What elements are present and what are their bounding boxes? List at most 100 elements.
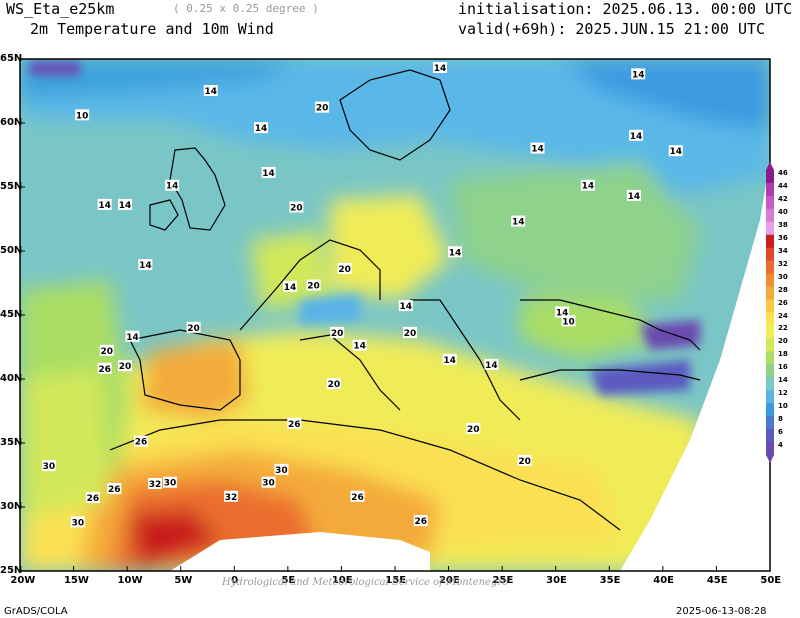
lon-label: 50E	[760, 575, 782, 586]
contour-label-text: 14	[582, 182, 595, 192]
colorbar-swatch	[766, 260, 774, 275]
contour-label-text: 14	[119, 201, 132, 211]
lon-label: 20E	[438, 575, 460, 586]
colorbar-swatch	[766, 195, 774, 210]
contour-label: 14	[668, 145, 683, 157]
contour-label-text: 26	[98, 365, 111, 375]
lat-label: 50N	[0, 245, 23, 256]
lon-label: 25E	[492, 575, 514, 586]
contour-label-text: 14	[434, 64, 447, 74]
contour-label: 20	[326, 378, 341, 390]
colorbar-swatch	[766, 416, 774, 430]
lat-label: 55N	[0, 181, 23, 192]
contour-label: 32	[224, 490, 239, 503]
contour-label-text: 20	[331, 329, 344, 339]
lat-label: 35N	[0, 437, 23, 448]
contour-label-text: 20	[404, 329, 417, 339]
lon-label: 35E	[599, 575, 621, 586]
colorbar-level: 24	[778, 311, 788, 320]
contour-label-text: 20	[518, 457, 531, 467]
lon-label: 20W	[10, 575, 36, 586]
contour-label-text: 14	[126, 333, 139, 343]
contour-label-text: 32	[225, 493, 238, 503]
contour-label: 14	[484, 358, 499, 371]
colorbar-swatch	[766, 442, 774, 456]
contour-label: 20	[186, 321, 201, 334]
contour-label: 20	[466, 422, 481, 435]
contour-label-text: 14	[399, 302, 412, 312]
colorbar-swatch	[766, 351, 774, 365]
contour-label: 14	[97, 198, 112, 211]
contour-label: 20	[118, 360, 132, 372]
contour-label-text: 30	[43, 462, 56, 472]
contour-label-text: 14	[255, 124, 268, 134]
colorbar-swatch	[766, 312, 774, 326]
colorbar-level: 30	[778, 272, 788, 281]
contour-label: 30	[274, 463, 289, 476]
footer-left: GrADS/COLA	[4, 606, 68, 617]
contour-label-text: 10	[562, 317, 575, 327]
lon-label: 10W	[117, 575, 143, 586]
contour-label: 30	[261, 476, 276, 489]
lon-label: 30E	[546, 575, 567, 586]
colorbar-swatch	[766, 182, 774, 197]
colorbar-level: 14	[778, 376, 788, 385]
contour-label: 30	[41, 460, 56, 472]
contour-label-text: 20	[328, 380, 341, 390]
colorbar-swatch	[766, 338, 774, 352]
field-layer	[20, 59, 770, 571]
axis-ticks	[19, 58, 771, 572]
colorbar-level: 44	[778, 181, 788, 190]
contour-label-text: 14	[628, 192, 641, 202]
contour-label: 20	[517, 454, 532, 467]
contour-label-text: 14	[556, 308, 569, 318]
contour-label: 20	[337, 262, 352, 275]
lat-label: 45N	[0, 309, 23, 320]
contour-label-text: 32	[149, 480, 162, 490]
contour-label: 30	[163, 476, 177, 489]
contour-label: 26	[134, 435, 149, 448]
colorbar-level: 36	[778, 233, 788, 242]
colorbar-level: 46	[778, 169, 788, 177]
contour-label: 14	[352, 339, 367, 352]
contour-label-text: 30	[275, 466, 288, 476]
lat-label: 40N	[0, 373, 23, 384]
contour-label: 14	[433, 61, 447, 74]
colorbar-level: 26	[778, 298, 788, 307]
colorbar-swatch	[766, 234, 774, 249]
colorbar-level: 22	[778, 324, 788, 333]
colorbar-swatch	[766, 208, 774, 223]
contour-label-text: 14	[632, 70, 645, 80]
contour-label: 14	[398, 300, 413, 312]
initialisation-time: initialisation: 2025.06.13. 00:00 UTC	[458, 0, 793, 18]
colorbar-level: 16	[778, 363, 788, 372]
colorbar-swatch	[766, 286, 774, 301]
model-name: WS_Eta_e25km	[6, 0, 115, 18]
colorbar-swatch	[766, 390, 774, 404]
contour-label: 14	[511, 215, 526, 228]
contour-label: 14	[530, 142, 545, 155]
contour-label: 20	[289, 201, 304, 213]
contour-label-text: 20	[316, 104, 329, 114]
contour-label: 14	[125, 330, 140, 343]
lon-label: 40E	[653, 575, 674, 586]
footer-right: 2025-06-13-08:28	[676, 606, 767, 617]
contour-label: 26	[85, 492, 100, 504]
contour-label-text: 30	[72, 518, 85, 528]
contour-label: 20	[403, 326, 417, 339]
contour-label: 14	[442, 353, 457, 366]
colorbar-swatch	[766, 325, 774, 339]
contour-label-text: 14	[485, 361, 498, 371]
contour-label: 14	[261, 166, 276, 179]
contour-label-text: 20	[187, 324, 200, 334]
colorbar-swatch	[766, 429, 774, 443]
colorbar-level: 38	[778, 220, 788, 229]
contour-label-text: 14	[166, 182, 179, 192]
lon-label: 5E	[281, 575, 296, 586]
lon-label: 15W	[63, 575, 89, 586]
contour-label: 26	[97, 362, 112, 375]
contour-label: 14	[283, 280, 297, 293]
colorbar-bottom-arrow	[766, 455, 774, 463]
